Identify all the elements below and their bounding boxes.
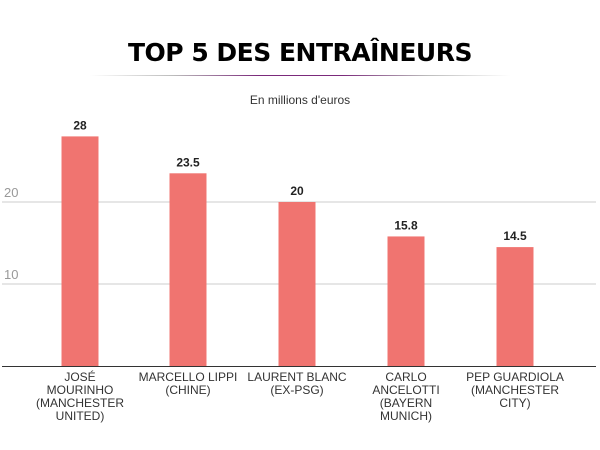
bar bbox=[61, 136, 99, 366]
bar bbox=[278, 202, 316, 366]
data-label: 20 bbox=[290, 184, 304, 198]
data-label: 15.8 bbox=[394, 218, 418, 232]
y-tick-label: 10 bbox=[4, 267, 18, 282]
bar bbox=[496, 247, 534, 366]
data-label: 28 bbox=[73, 118, 87, 132]
x-tick-label: LAURENT BLANC (EX-PSG) bbox=[247, 370, 347, 397]
chart-subtitle: En millions d'euros bbox=[249, 93, 351, 107]
x-tick-label: PEP GUARDIOLA (MANCHESTER CITY) bbox=[466, 370, 564, 410]
title-divider bbox=[90, 75, 510, 76]
x-tick-label: JOSÉ MOURINHO (MANCHESTER UNITED) bbox=[35, 370, 124, 423]
chart-title: TOP 5 DES ENTRAÎNEURS bbox=[128, 38, 472, 67]
data-label: 23.5 bbox=[176, 155, 200, 169]
x-tick-label: MARCELLO LIPPI (CHINE) bbox=[138, 370, 238, 397]
bar bbox=[387, 236, 425, 366]
y-tick-label: 20 bbox=[4, 185, 18, 200]
bar bbox=[169, 173, 207, 366]
x-tick-label: CARLO ANCELOTTI (BAYERN MUNICH) bbox=[372, 370, 440, 423]
data-label: 14.5 bbox=[503, 229, 527, 243]
